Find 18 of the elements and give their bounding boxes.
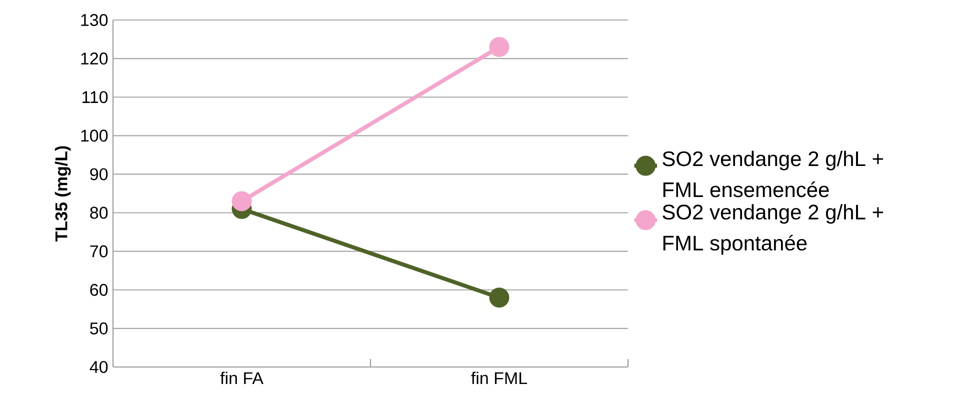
y-tick-label: 80 (90, 206, 108, 219)
y-tick-label: 100 (81, 130, 108, 142)
y-tick-label: 60 (90, 284, 108, 296)
y-tick-label: 130 (81, 14, 108, 26)
x-tick-label: fin FA (220, 372, 264, 384)
y-axis-title: TL35 (mg/L) (54, 146, 71, 242)
y-tick-label: 120 (81, 52, 108, 65)
point (232, 191, 252, 212)
y-tick-label: 40 (90, 360, 108, 374)
legend-label: SO2 vendange 2 g/hL + FML spontanée (662, 204, 884, 255)
x-tick-label: fin FML (471, 372, 528, 384)
y-tick-label: 70 (90, 245, 108, 258)
legend-label: SO2 vendange 2 g/hL + FML ensemencée (662, 150, 884, 198)
y-tick-label: 50 (90, 322, 108, 334)
point (489, 36, 510, 57)
y-tick-label: 110 (82, 91, 108, 104)
y-tick-label: 90 (90, 168, 108, 180)
point (489, 288, 510, 308)
